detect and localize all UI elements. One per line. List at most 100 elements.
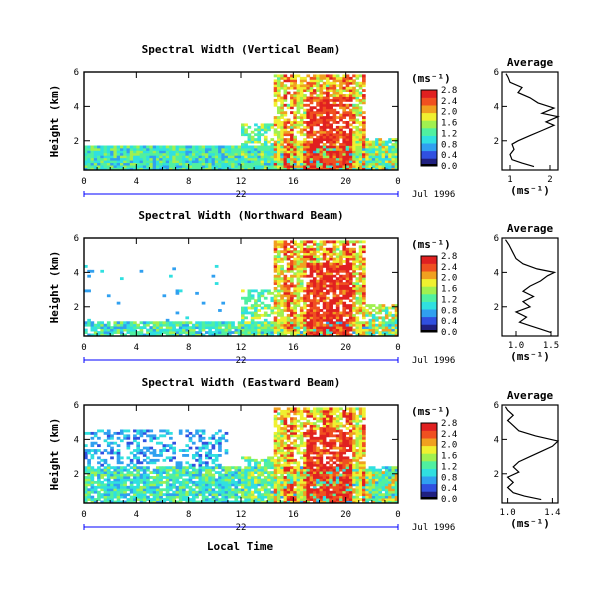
heatmap-cell: [375, 167, 379, 171]
heatmap-cell: [296, 419, 301, 423]
heatmap-cell: [142, 466, 147, 470]
heatmap-cell: [309, 76, 314, 80]
heatmap-cell: [247, 333, 252, 337]
heatmap-cell: [362, 74, 366, 78]
heatmap-cell: [309, 299, 314, 303]
heatmap-cell: [185, 316, 190, 320]
heatmap-cell: [178, 145, 183, 149]
heatmap-cell: [329, 167, 333, 171]
heatmap-cell: [257, 130, 262, 134]
heatmap-cell: [142, 147, 147, 151]
heatmap-cell: [286, 150, 291, 154]
heatmap-cell: [332, 121, 337, 124]
heatmap-cell: [322, 86, 327, 90]
heatmap-cell: [106, 165, 111, 168]
heatmap-cell: [139, 155, 144, 159]
heatmap-cell: [201, 483, 206, 487]
heatmap-cell: [286, 121, 291, 124]
heatmap-cell: [247, 466, 252, 470]
heatmap-cell: [276, 260, 281, 263]
heatmap-cell: [273, 155, 278, 159]
heatmap-cell: [378, 333, 383, 337]
heatmap-cell: [312, 461, 317, 465]
heatmap-cell: [116, 155, 121, 159]
heatmap-cell: [293, 242, 297, 246]
heatmap-cell: [178, 321, 183, 325]
heatmap-cell: [198, 165, 203, 168]
heatmap-cell: [214, 495, 219, 499]
heatmap-cell: [312, 439, 317, 443]
heatmap-cell: [309, 434, 314, 438]
heatmap-cell: [352, 287, 356, 290]
heatmap-cell: [362, 274, 366, 278]
heatmap-cell: [316, 291, 320, 295]
heatmap-cell: [90, 480, 95, 484]
panel-title: Spectral Width (Eastward Beam): [142, 376, 341, 389]
heatmap-cell: [306, 463, 311, 467]
heatmap-cell: [322, 257, 327, 261]
heatmap-cell: [339, 152, 343, 156]
heatmap-cell: [352, 145, 356, 149]
heatmap-cell: [280, 427, 284, 430]
heatmap-cell: [290, 422, 294, 425]
heatmap-cell: [270, 125, 275, 129]
heatmap-cell: [345, 333, 350, 337]
heatmap-cell: [293, 145, 297, 149]
heatmap-cell: [355, 167, 360, 171]
heatmap-cell: [316, 301, 320, 305]
heatmap-cell: [227, 167, 232, 171]
heatmap-cell: [254, 311, 258, 315]
heatmap-cell: [188, 490, 193, 494]
heatmap-cell: [319, 138, 324, 141]
heatmap-cell: [286, 444, 291, 448]
heatmap-cell: [358, 135, 363, 139]
heatmap-cell: [116, 498, 121, 501]
heatmap-cell: [375, 162, 379, 166]
heatmap-cell: [329, 468, 333, 472]
heatmap-cell: [218, 488, 222, 492]
heatmap-cell: [339, 478, 343, 482]
heatmap-cell: [362, 328, 366, 332]
heatmap-cell: [290, 245, 294, 249]
heatmap-cell: [178, 167, 183, 171]
heatmap-cell: [296, 160, 301, 164]
heatmap-cell: [348, 257, 353, 261]
heatmap-cell: [280, 488, 284, 492]
heatmap-cell: [319, 257, 324, 261]
heatmap-cell: [388, 167, 392, 171]
heatmap-cell: [254, 498, 258, 501]
heatmap-cell: [286, 323, 291, 327]
heatmap-cell: [276, 255, 281, 258]
heatmap-cell: [214, 441, 219, 445]
heatmap-cell: [129, 490, 134, 494]
heatmap-cell: [316, 247, 320, 251]
heatmap-cell: [296, 323, 301, 327]
heatmap-cell: [103, 478, 108, 482]
heatmap-cell: [159, 466, 163, 470]
heatmap-cell: [326, 466, 330, 470]
heatmap-cell: [309, 96, 314, 100]
heatmap-cell: [309, 480, 314, 484]
heatmap-cell: [263, 289, 268, 293]
heatmap-cell: [309, 427, 314, 430]
heatmap-cell: [319, 299, 324, 303]
heatmap-cell: [296, 282, 301, 285]
heatmap-cell: [326, 84, 330, 88]
heatmap-cell: [185, 471, 190, 474]
heatmap-cell: [146, 478, 150, 482]
heatmap-cell: [352, 108, 356, 112]
heatmap-cell: [326, 468, 330, 472]
heatmap-cell: [375, 323, 379, 327]
heatmap-cell: [113, 331, 118, 334]
heatmap-cell: [355, 94, 360, 97]
heatmap-cell: [146, 150, 150, 154]
heatmap-cell: [362, 94, 366, 97]
heatmap-cell: [384, 150, 389, 154]
heatmap-cell: [195, 473, 199, 477]
heatmap-cell: [316, 331, 320, 334]
heatmap-cell: [250, 490, 255, 494]
average-y-tick-label: 2: [494, 137, 499, 147]
heatmap-cell: [339, 296, 343, 300]
heatmap-cell: [391, 138, 396, 141]
heatmap-cell: [237, 321, 242, 325]
